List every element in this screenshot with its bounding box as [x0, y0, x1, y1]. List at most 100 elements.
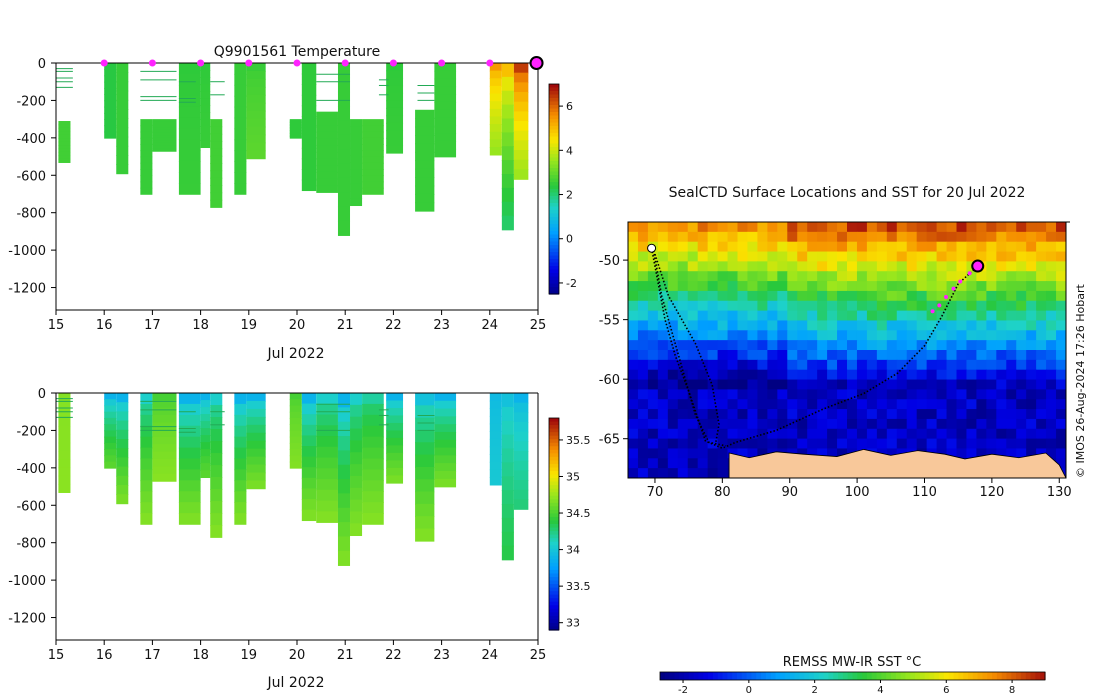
sst-cell — [657, 340, 669, 351]
colorbar-cell-1 — [549, 421, 559, 426]
surface-marker-19 — [245, 59, 253, 67]
profile-18-cell-3 — [434, 416, 457, 425]
profile-12-cell-10 — [316, 500, 338, 513]
sst-cell — [827, 271, 838, 282]
sst-cell — [1056, 261, 1066, 272]
profile-2-cell-10 — [116, 485, 129, 496]
sst-cell — [667, 290, 679, 302]
sst-cell — [687, 340, 699, 351]
sst-cell — [777, 281, 788, 292]
profile-21-cell-8 — [513, 470, 529, 481]
y-tick-label--600: -600 — [16, 169, 46, 184]
sst-cell — [1026, 418, 1037, 430]
profile-21-cell-11 — [513, 499, 529, 510]
profile-9-cell-1 — [246, 70, 266, 80]
profile-15-cell-4 — [362, 436, 384, 449]
sst-cell — [926, 290, 938, 302]
sst-cell — [956, 359, 968, 371]
sst-cell — [926, 241, 938, 253]
profile-5-cell-9 — [178, 161, 201, 173]
sst-cell — [687, 438, 699, 450]
sst-cell — [1056, 359, 1066, 371]
x-tick-label-22: 22 — [385, 648, 402, 663]
sst-cell — [936, 379, 948, 390]
sst-cell — [906, 350, 918, 361]
sst-cell — [1046, 409, 1057, 420]
profile-8-cell-7 — [234, 139, 247, 152]
sst-cell — [657, 369, 669, 381]
colorbar-cell-5 — [549, 101, 559, 106]
sst-cell — [687, 261, 699, 272]
sst-cell — [966, 409, 978, 420]
colorbar-cell-38 — [549, 552, 559, 557]
sst-cell — [727, 290, 739, 302]
sst-cell — [767, 399, 778, 410]
sst-cell — [1056, 222, 1066, 233]
sst-cell — [677, 251, 689, 262]
sst-cell — [876, 330, 888, 341]
profile-3-cell-8 — [140, 169, 153, 177]
sst-cell — [856, 251, 868, 262]
sst-cell — [976, 418, 987, 430]
profile-13-cell-11 — [337, 550, 351, 566]
profile-21-cell-6 — [513, 451, 529, 462]
sst-cell — [976, 241, 987, 253]
sst-cell — [847, 330, 858, 341]
profile-7-cell-9 — [210, 185, 223, 194]
colorbar-cell-38 — [549, 217, 559, 222]
profile-0-cell-8 — [58, 148, 71, 153]
profile-18-cell-8 — [434, 125, 457, 134]
sst-cell — [637, 458, 649, 469]
profile-4-cell-5 — [152, 429, 177, 438]
sst-cell — [996, 379, 1007, 390]
sst-cell — [807, 340, 818, 351]
profile-13-cell-3 — [337, 436, 351, 452]
sst-cell — [697, 310, 709, 322]
sst-cell — [847, 359, 858, 371]
sst-cell — [847, 290, 858, 302]
sst-cell — [986, 389, 997, 400]
sst-cell — [667, 241, 679, 253]
sst-cell — [737, 350, 749, 361]
sst-cell — [827, 281, 838, 292]
sst-cell — [637, 428, 649, 440]
sst-cell — [807, 231, 818, 243]
sst-cell — [886, 438, 898, 450]
colorbar-cell-30 — [549, 189, 559, 194]
profile-12-cell-7 — [316, 468, 338, 480]
surface-marker-23 — [438, 59, 446, 67]
profile-20-cell-8 — [501, 174, 514, 189]
profile-8-cell-7 — [234, 469, 247, 482]
profile-14-cell-2 — [350, 133, 363, 142]
x-tick-label-15: 15 — [48, 318, 65, 333]
profile-6-cell-7 — [200, 112, 211, 120]
sst-cell — [966, 389, 978, 400]
sst-cell — [657, 300, 669, 312]
profile-21-cell-9 — [513, 480, 529, 491]
sst-cell — [1046, 330, 1057, 341]
sst-cell — [886, 261, 898, 272]
profile-8-cell-10 — [234, 172, 247, 184]
sst-cell — [1006, 340, 1017, 351]
profile-17-cell-7 — [415, 479, 435, 493]
sst-colorbar-cell-28 — [794, 672, 801, 680]
sst-cell — [697, 389, 709, 400]
sst-cell — [866, 251, 878, 262]
sst-cell — [757, 271, 768, 282]
colorbar-cell-7 — [549, 108, 559, 113]
sst-cell — [757, 320, 768, 331]
sst-cell — [1026, 369, 1037, 381]
sst-cell — [1006, 231, 1017, 243]
sst-cell — [916, 359, 928, 371]
colorbar-cell-24 — [549, 168, 559, 173]
sst-cell — [787, 379, 798, 390]
profile-3-cell-3 — [140, 137, 153, 145]
sst-colorbar-cell-42 — [862, 672, 868, 680]
x-tick-label-20: 20 — [289, 648, 306, 663]
sst-cell — [687, 409, 699, 420]
profile-7-cell-0 — [210, 393, 223, 406]
profile-10-cell-11 — [289, 461, 302, 469]
sst-cell — [777, 359, 788, 371]
sst-cell — [747, 320, 759, 331]
